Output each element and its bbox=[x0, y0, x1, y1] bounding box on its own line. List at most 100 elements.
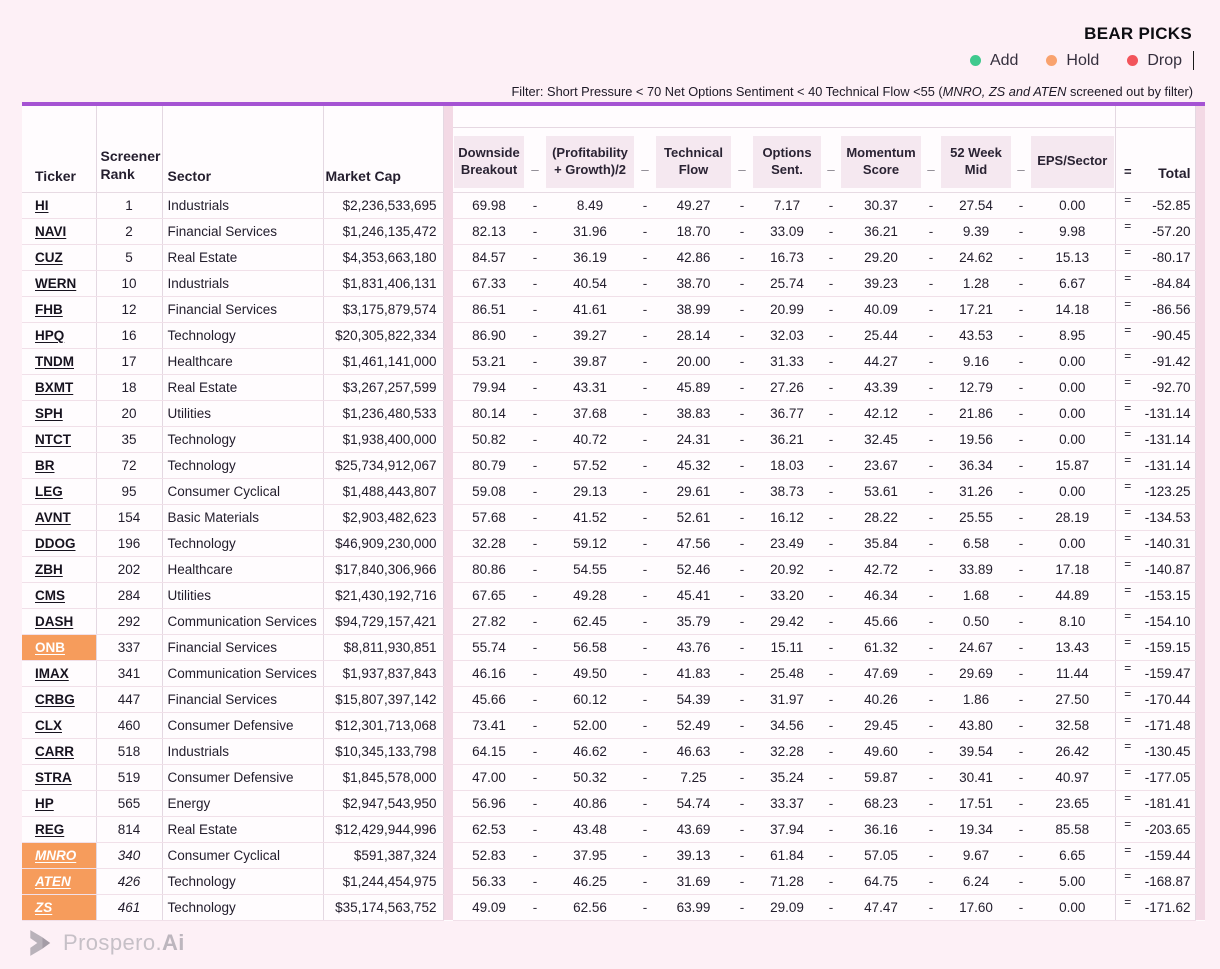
ticker-link[interactable]: NAVI bbox=[35, 223, 67, 239]
ticker-cell: REG bbox=[22, 816, 97, 843]
ticker-link[interactable]: SPH bbox=[35, 405, 63, 421]
ticker-link[interactable]: HPQ bbox=[35, 327, 65, 343]
drop-dot-icon bbox=[1127, 55, 1139, 66]
screener-rank-cell: 10 bbox=[96, 270, 163, 297]
score-cell: 62.56 bbox=[545, 894, 635, 921]
ticker-link[interactable]: BR bbox=[35, 457, 55, 473]
ticker-link[interactable]: DASH bbox=[35, 613, 74, 629]
pink-divider-strip bbox=[443, 686, 453, 712]
ticker-link[interactable]: CLX bbox=[35, 717, 62, 733]
add-dot-icon bbox=[969, 55, 981, 66]
screener-rank-cell: 292 bbox=[96, 608, 163, 635]
market-cap-cell: $46,909,230,000 bbox=[323, 530, 444, 557]
score-cell: 19.34 bbox=[940, 816, 1012, 843]
column-header-ticker: Ticker bbox=[22, 106, 97, 193]
score-cell: 1.86 bbox=[940, 686, 1012, 713]
legend-drop-label: Drop bbox=[1147, 51, 1182, 69]
screener-rank-cell: 518 bbox=[96, 738, 163, 765]
ticker-link[interactable]: LEG bbox=[35, 483, 63, 499]
score-cell: 17.18 bbox=[1030, 556, 1115, 583]
ticker-cell: CARR bbox=[22, 738, 97, 765]
score-cell: 0.50 bbox=[940, 608, 1012, 635]
pink-divider-strip bbox=[1195, 400, 1205, 426]
legend-item-drop: Drop bbox=[1127, 51, 1194, 70]
ticker-link[interactable]: IMAX bbox=[35, 665, 69, 681]
screener-rank-cell: 340 bbox=[96, 842, 163, 869]
ticker-link[interactable]: ZBH bbox=[35, 561, 63, 577]
ticker-link[interactable]: STRA bbox=[35, 769, 72, 785]
minus-separator: - bbox=[1012, 192, 1030, 219]
ticker-link[interactable]: CUZ bbox=[35, 249, 63, 265]
table-row: TNDM 17 Healthcare $1,461,141,000 53.21-39.8… bbox=[22, 348, 1205, 375]
minus-separator: - bbox=[922, 790, 940, 817]
pink-divider-strip bbox=[1195, 608, 1205, 634]
ticker-link[interactable]: ZS bbox=[35, 899, 53, 915]
screener-rank-cell: 5 bbox=[96, 244, 163, 271]
ticker-link[interactable]: HP bbox=[35, 795, 54, 811]
pink-divider-strip bbox=[443, 400, 453, 426]
sector-cell: Technology bbox=[162, 868, 324, 895]
minus-separator: - bbox=[822, 556, 840, 583]
minus-separator: - bbox=[922, 842, 940, 869]
equals-separator: = bbox=[1114, 556, 1140, 583]
ticker-link[interactable]: CRBG bbox=[35, 691, 75, 707]
ticker-link[interactable]: ONB bbox=[35, 639, 65, 655]
pink-divider-strip bbox=[1195, 582, 1205, 608]
table-row: DASH 292 Communication Services $94,729,157… bbox=[22, 608, 1205, 635]
score-cell: 56.96 bbox=[453, 790, 525, 817]
ticker-link[interactable]: TNDM bbox=[35, 353, 74, 369]
minus-separator: - bbox=[922, 764, 940, 791]
minus-separator: - bbox=[1012, 218, 1030, 245]
screener-rank-cell: 16 bbox=[96, 322, 163, 349]
ticker-link[interactable]: FHB bbox=[35, 301, 63, 317]
total-cell: -140.87 bbox=[1140, 556, 1196, 583]
minus-separator: - bbox=[635, 660, 655, 687]
screener-rank-cell: 461 bbox=[96, 894, 163, 921]
market-cap-cell: $35,174,563,752 bbox=[323, 894, 444, 921]
equals-separator: = bbox=[1114, 608, 1140, 635]
minus-separator: - bbox=[525, 790, 545, 817]
ticker-link[interactable]: WERN bbox=[35, 275, 77, 291]
minus-separator: - bbox=[822, 348, 840, 375]
ticker-cell: IMAX bbox=[22, 660, 97, 687]
score-cell: 46.63 bbox=[655, 738, 732, 765]
equals-separator: = bbox=[1114, 816, 1140, 843]
market-cap-cell: $3,267,257,599 bbox=[323, 374, 444, 401]
ticker-link[interactable]: MNRO bbox=[35, 847, 77, 863]
minus-separator: - bbox=[635, 296, 655, 323]
score-cell: 82.13 bbox=[453, 218, 525, 245]
sector-cell: Utilities bbox=[162, 400, 324, 427]
score-cell: 86.90 bbox=[453, 322, 525, 349]
minus-separator: - bbox=[525, 244, 545, 271]
ticker-link[interactable]: ATEN bbox=[35, 873, 71, 889]
score-cell: 69.98 bbox=[453, 192, 525, 219]
total-cell: -181.41 bbox=[1140, 790, 1196, 817]
ticker-link[interactable]: REG bbox=[35, 821, 65, 837]
market-cap-cell: $3,175,879,574 bbox=[323, 296, 444, 323]
ticker-cell: SPH bbox=[22, 400, 97, 427]
screener-rank-cell: 18 bbox=[96, 374, 163, 401]
ticker-link[interactable]: AVNT bbox=[35, 509, 71, 525]
sector-cell: Consumer Defensive bbox=[162, 712, 324, 739]
ticker-link[interactable]: HI bbox=[35, 197, 49, 213]
minus-separator: - bbox=[922, 374, 940, 401]
ticker-link[interactable]: DDOG bbox=[35, 535, 76, 551]
sector-cell: Healthcare bbox=[162, 348, 324, 375]
market-cap-cell: $4,353,663,180 bbox=[323, 244, 444, 271]
ticker-link[interactable]: CARR bbox=[35, 743, 74, 759]
minus-separator: - bbox=[1012, 478, 1030, 505]
pink-divider-strip bbox=[443, 374, 453, 400]
ticker-link[interactable]: CMS bbox=[35, 587, 65, 603]
minus-separator: - bbox=[922, 478, 940, 505]
minus-separator: - bbox=[922, 452, 940, 479]
table-row: HI 1 Industrials $2,236,533,695 69.98-8.49-4… bbox=[22, 192, 1205, 219]
equals-separator: = bbox=[1114, 686, 1140, 713]
ticker-link[interactable]: NTCT bbox=[35, 431, 71, 447]
minus-separator: - bbox=[1012, 270, 1030, 297]
minus-separator: - bbox=[525, 478, 545, 505]
minus-separator: - bbox=[732, 348, 752, 375]
minus-separator: - bbox=[732, 556, 752, 583]
ticker-link[interactable]: BXMT bbox=[35, 379, 74, 395]
minus-separator: - bbox=[525, 348, 545, 375]
pink-divider-strip bbox=[1195, 712, 1205, 738]
